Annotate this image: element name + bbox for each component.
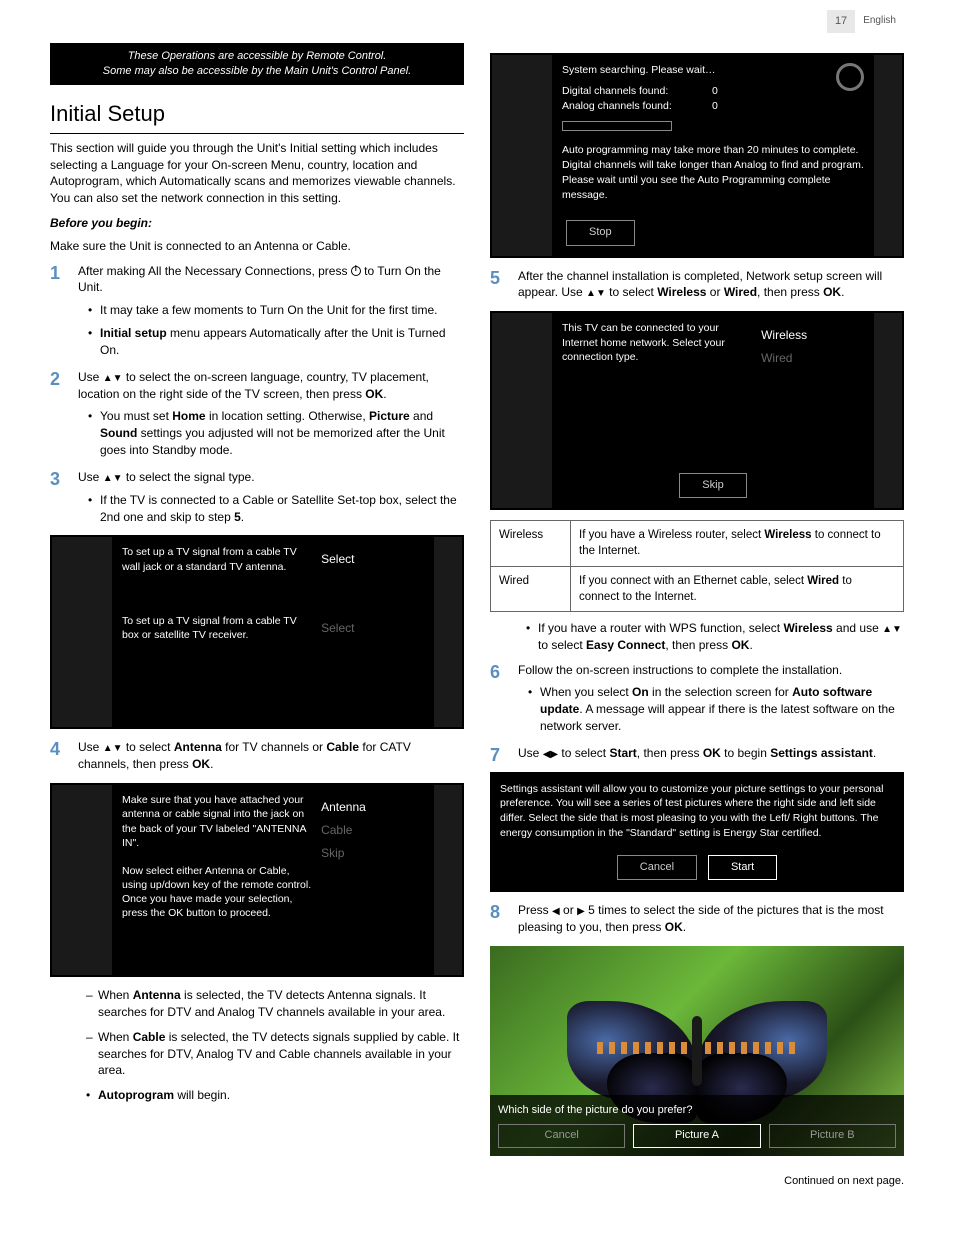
network-msg: This TV can be connected to your Interne…	[562, 321, 761, 373]
step-6: 6 Follow the on-screen instructions to c…	[490, 662, 904, 735]
option-text: To set up a TV signal from a cable TV bo…	[122, 614, 321, 643]
note-line: Some may also be accessible by the Main …	[60, 64, 454, 79]
step-4: 4 Use ▲▼ to select Antenna for TV channe…	[50, 739, 464, 773]
cable-option[interactable]: Cable	[321, 822, 424, 839]
value: 0	[712, 84, 718, 99]
left-right-icon: ◀▶	[543, 748, 558, 762]
table-cell: Wireless	[491, 521, 571, 566]
preference-question: Which side of the picture do you prefer?	[498, 1103, 896, 1118]
antenna-option[interactable]: Antenna	[321, 799, 424, 816]
tv-screen-signal-type: To set up a TV signal from a cable TV wa…	[50, 535, 464, 729]
screen-text: Now select either Antenna or Cable, usin…	[122, 864, 313, 921]
settings-assistant-box: Settings assistant will allow you to cus…	[490, 772, 904, 892]
bullet: You must set Home in location setting. O…	[88, 408, 464, 458]
up-down-icon: ▲▼	[586, 287, 606, 301]
left-column: These Operations are accessible by Remot…	[50, 43, 464, 1189]
step-2: 2 Use ▲▼ to select the on-screen languag…	[50, 369, 464, 459]
table-cell: Wired	[491, 566, 571, 611]
before-begin-text: Make sure the Unit is connected to an An…	[50, 238, 464, 255]
note-line: These Operations are accessible by Remot…	[60, 49, 454, 64]
label: Analog channels found:	[562, 99, 712, 114]
bullet: When you select On in the selection scre…	[528, 684, 904, 734]
bullet: Autoprogram will begin.	[86, 1087, 464, 1104]
remote-control-note: These Operations are accessible by Remot…	[50, 43, 464, 85]
tv-screen-searching: System searching. Please wait… Digital c…	[490, 53, 904, 257]
bullet: Initial setup menu appears Automatically…	[88, 325, 464, 359]
picture-a-button[interactable]: Picture A	[633, 1124, 760, 1147]
option-text: To set up a TV signal from a cable TV wa…	[122, 545, 321, 574]
label: Digital channels found:	[562, 84, 712, 99]
up-down-icon: ▲▼	[103, 742, 123, 756]
value: 0	[712, 99, 718, 114]
intro-text: This section will guide you through the …	[50, 140, 464, 207]
step-3: 3 Use ▲▼ to select the signal type. If t…	[50, 469, 464, 526]
bullet: If you have a router with WPS function, …	[526, 620, 904, 654]
before-begin-label: Before you begin:	[50, 215, 464, 232]
left-icon: ◀	[552, 905, 560, 919]
cancel-button[interactable]: Cancel	[498, 1124, 625, 1147]
bullet: It may take a few moments to Turn On the…	[88, 302, 464, 319]
skip-button[interactable]: Skip	[679, 473, 746, 498]
step-8: 8 Press ◀ or ▶ 5 times to select the sid…	[490, 902, 904, 936]
select-option[interactable]: Select	[321, 620, 424, 637]
table-cell: If you have a Wireless router, select Wi…	[571, 521, 904, 566]
right-column: System searching. Please wait… Digital c…	[490, 43, 904, 1189]
power-icon	[351, 266, 361, 276]
skip-option[interactable]: Skip	[321, 845, 424, 862]
select-option[interactable]: Select	[321, 551, 424, 568]
tv-screen-network: This TV can be connected to your Interne…	[490, 311, 904, 510]
step-5: 5 After the channel installation is comp…	[490, 268, 904, 302]
assistant-msg: Settings assistant will allow you to cus…	[500, 782, 894, 841]
page-number: 17	[827, 10, 855, 33]
continued-note: Continued on next page.	[490, 1174, 904, 1189]
wired-option[interactable]: Wired	[761, 350, 864, 367]
dash-item: When Cable is selected, the TV detects s…	[86, 1029, 464, 1079]
start-button[interactable]: Start	[708, 855, 777, 880]
dash-item: When Antenna is selected, the TV detects…	[86, 987, 464, 1021]
up-down-icon: ▲▼	[103, 472, 123, 486]
page-title: Initial Setup	[50, 99, 464, 134]
right-icon: ▶	[577, 905, 585, 919]
bullet: If the TV is connected to a Cable or Sat…	[88, 492, 464, 526]
step-1: 1 After making All the Necessary Connect…	[50, 263, 464, 359]
up-down-icon: ▲▼	[103, 372, 123, 386]
network-table: Wireless If you have a Wireless router, …	[490, 520, 904, 611]
stop-button[interactable]: Stop	[566, 220, 635, 245]
wireless-option[interactable]: Wireless	[761, 327, 864, 344]
screen-text: Make sure that you have attached your an…	[122, 793, 313, 850]
cancel-button[interactable]: Cancel	[617, 855, 697, 880]
progress-bar	[562, 121, 672, 131]
search-note: Auto programming may take more than 20 m…	[562, 143, 864, 202]
tv-screen-antenna: Make sure that you have attached your an…	[50, 783, 464, 977]
picture-b-button[interactable]: Picture B	[769, 1124, 896, 1147]
search-status: System searching. Please wait…	[562, 63, 816, 78]
picture-preference-screen: Which side of the picture do you prefer?…	[490, 946, 904, 1156]
table-cell: If you connect with an Ethernet cable, s…	[571, 566, 904, 611]
spinner-icon	[836, 63, 864, 91]
step-7: 7 Use ◀▶ to select Start, then press OK …	[490, 745, 904, 762]
page-header: 17 English	[50, 10, 904, 33]
up-down-icon: ▲▼	[882, 623, 902, 637]
page-language: English	[855, 10, 904, 33]
